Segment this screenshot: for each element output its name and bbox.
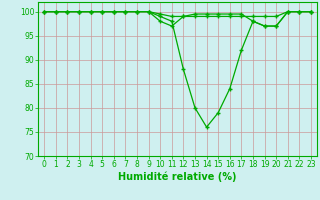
X-axis label: Humidité relative (%): Humidité relative (%) (118, 172, 237, 182)
